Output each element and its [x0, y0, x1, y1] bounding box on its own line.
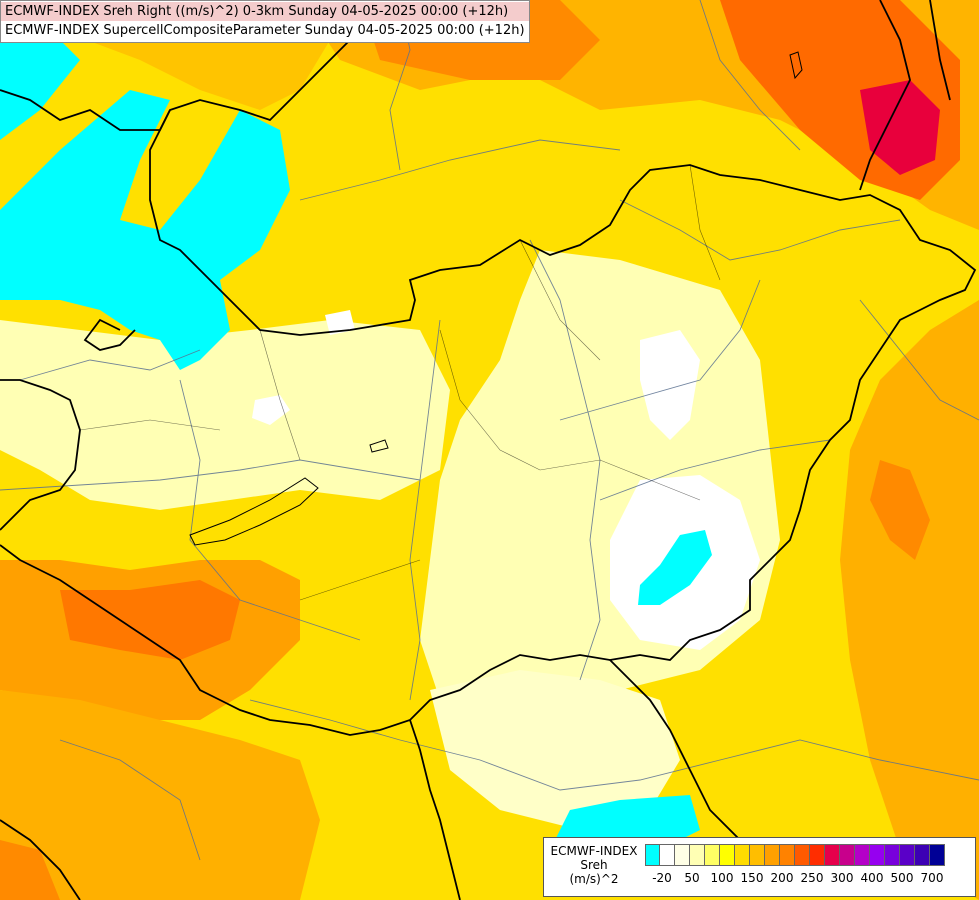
orange-area-east — [840, 300, 979, 900]
legend-swatch — [870, 844, 885, 866]
map-title-line-1: ECMWF-INDEX Sreh Right ((m/s)^2) 0-3km S… — [1, 2, 529, 21]
legend-swatch — [885, 844, 900, 866]
legend-swatch — [930, 844, 945, 866]
legend-title: ECMWF-INDEX Sreh (m/s)^2 — [548, 844, 640, 886]
color-legend: ECMWF-INDEX Sreh (m/s)^2 -20 50 100 150 200 2… — [543, 837, 976, 897]
white-spot-west — [252, 395, 290, 425]
legend-swatch — [900, 844, 915, 866]
rivers — [0, 0, 979, 861]
legend-swatch — [675, 844, 690, 866]
darkorange-area-southwest-2 — [0, 840, 60, 900]
lake-balaton — [189, 477, 319, 546]
legend-tick-label: 700 — [920, 871, 944, 885]
region-lines — [79, 164, 721, 601]
pale-area-west — [0, 320, 450, 510]
legend-swatch — [765, 844, 780, 866]
legend-tick-label: 50 — [684, 871, 700, 885]
legend-ticks: -20 50 100 150 200 250 300 400 500 700 — [645, 871, 975, 889]
legend-swatch — [720, 844, 735, 866]
darkorange-area-east — [870, 460, 930, 560]
legend-swatch — [795, 844, 810, 866]
cyan-area-west — [0, 90, 290, 370]
legend-swatch — [735, 844, 750, 866]
orange-area-south-left — [0, 690, 320, 900]
legend-swatch — [660, 844, 675, 866]
legend-swatch — [705, 844, 720, 866]
legend-title-parameter: Sreh — [580, 858, 608, 872]
legend-swatch — [780, 844, 795, 866]
legend-title-model: ECMWF-INDEX — [550, 844, 638, 858]
legend-swatch — [645, 844, 660, 866]
white-area-north — [640, 330, 700, 440]
legend-tick-label: 400 — [860, 871, 884, 885]
darkorange-area-southwest — [60, 580, 240, 660]
legend-swatch — [810, 844, 825, 866]
legend-tick-label: 100 — [710, 871, 734, 885]
legend-tick-label: 300 — [830, 871, 854, 885]
lake-north — [789, 51, 803, 80]
legend-swatches — [645, 844, 945, 866]
legend-tick-label: -20 — [652, 871, 672, 885]
legend-tick-label: 150 — [740, 871, 764, 885]
white-spot-mid — [325, 310, 355, 335]
map-title-box: ECMWF-INDEX Sreh Right ((m/s)^2) 0-3km S… — [0, 0, 530, 43]
map-title-line-2: ECMWF-INDEX SupercellCompositeParameter … — [5, 23, 525, 38]
legend-swatch — [750, 844, 765, 866]
pale-area-south — [430, 670, 680, 830]
legend-swatch — [825, 844, 840, 866]
lake-small — [369, 439, 389, 453]
legend-tick-label: 500 — [890, 871, 914, 885]
legend-swatch — [840, 844, 855, 866]
legend-swatch — [855, 844, 870, 866]
cyan-area-center — [638, 530, 712, 605]
legend-swatch — [915, 844, 930, 866]
legend-swatch — [690, 844, 705, 866]
legend-tick-label: 250 — [800, 871, 824, 885]
cyan-area-northwest — [0, 30, 80, 140]
legend-title-unit: (m/s)^2 — [569, 872, 619, 886]
red-area-northeast — [860, 80, 940, 175]
legend-tick-label: 200 — [770, 871, 794, 885]
